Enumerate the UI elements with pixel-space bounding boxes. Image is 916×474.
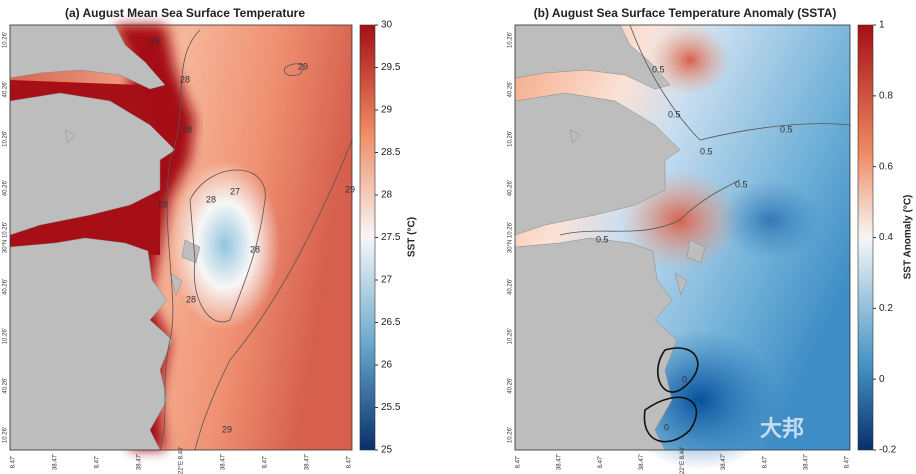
- contour-label: 28: [250, 244, 260, 254]
- y-tick-label: 40.26': [3, 81, 9, 97]
- colorbar-tick-label: 26: [381, 360, 393, 371]
- contour-label: 0: [664, 422, 669, 432]
- contour-label: 0.5: [700, 146, 713, 156]
- x-tick-label: 8.47': [11, 456, 17, 469]
- y-tick-label: 40.26': [508, 180, 514, 196]
- y-tick-label: 30°N 10.26': [508, 222, 514, 253]
- contour-label: 28: [182, 124, 192, 134]
- contour-label: 29: [345, 184, 355, 194]
- contour-label: 0.5: [780, 124, 793, 134]
- y-tick-label: 40.26': [3, 378, 9, 394]
- colorbar-tick-label: 0.8: [879, 90, 893, 101]
- colorbar-tick-label: 0.2: [879, 303, 893, 314]
- y-tick-label: 10.26': [508, 131, 514, 147]
- contour-label: 0.5: [596, 234, 609, 244]
- y-tick-label: 40.26': [3, 180, 9, 196]
- panel-title: (b) August Sea Surface Temperature Anoma…: [534, 6, 837, 20]
- y-tick-label: 40.26': [508, 279, 514, 295]
- colorbar-label: SST Anomaly (°C): [903, 195, 914, 280]
- panel-b-map: [514, 24, 851, 470]
- map-frame: [9, 24, 353, 451]
- contour-label: 0.5: [652, 64, 665, 74]
- colorbar-tick-label: 27: [381, 275, 393, 286]
- watermark: 大邦: [760, 416, 804, 441]
- colorbar-tick-label: 26.5: [381, 317, 401, 328]
- panel-title: (a) August Mean Sea Surface Temperature: [65, 6, 305, 20]
- colorbar-tick-label: 0.4: [879, 232, 893, 243]
- colorbar-tick-label: 29.5: [381, 62, 401, 73]
- colorbar-tick-label: 25.5: [381, 402, 401, 413]
- y-tick-label: 40.26': [3, 279, 9, 295]
- x-tick-label: 38.47': [557, 454, 563, 470]
- colorbar-tick-label: 28: [381, 190, 393, 201]
- colorbar-tick-label: 30: [381, 20, 393, 31]
- colorbar: [359, 24, 376, 451]
- contour-label: 28: [186, 294, 196, 304]
- contour-label: 28: [206, 194, 216, 204]
- colorbar-tick-label: 1: [879, 20, 885, 31]
- contour-label: 0.5: [735, 179, 748, 189]
- colorbar-tick-label: 28.5: [381, 147, 401, 158]
- colorbar-tick-label: 0: [879, 374, 885, 385]
- y-tick-label: 10.26': [508, 328, 514, 344]
- contour-label: 28: [158, 199, 168, 209]
- x-tick-label: 8.47': [762, 456, 768, 469]
- y-tick-label: 10.26': [508, 427, 514, 443]
- y-tick-label: 40.26': [508, 81, 514, 97]
- x-tick-label: 38.47': [639, 454, 645, 470]
- x-tick-label: 122°E 8.40': [179, 447, 185, 474]
- x-tick-label: 38.47': [721, 454, 727, 470]
- x-tick-label: 8.47': [347, 456, 353, 469]
- y-tick-label: 10.26': [508, 32, 514, 48]
- x-tick-label: 8.47': [95, 456, 101, 469]
- x-tick-label: 38.47': [305, 454, 311, 470]
- y-tick-label: 30°N 10.26': [3, 222, 9, 253]
- x-tick-label: 8.47': [598, 456, 604, 469]
- colorbar-tick-label: -0.2: [879, 445, 897, 456]
- x-tick-label: 38.47': [221, 454, 227, 470]
- y-tick-label: 40.26': [508, 378, 514, 394]
- x-tick-label: 122°E 8.40': [680, 447, 686, 474]
- x-tick-label: 8.47': [516, 456, 522, 469]
- y-tick-label: 10.26': [3, 427, 9, 443]
- x-tick-label: 8.47': [263, 456, 269, 469]
- colorbar: [857, 24, 874, 451]
- y-tick-label: 10.26': [3, 328, 9, 344]
- y-tick-label: 10.26': [3, 131, 9, 147]
- map-frame: [514, 24, 851, 451]
- x-tick-label: 8.47': [845, 456, 851, 469]
- colorbar-tick-label: 0.6: [879, 161, 893, 172]
- colorbar-tick-label: 27.5: [381, 232, 401, 243]
- y-tick-label: 10.26': [3, 32, 9, 48]
- colorbar-tick-label: 25: [381, 445, 393, 456]
- colorbar-tick-label: 29: [381, 105, 393, 116]
- contour-label: 27: [230, 186, 240, 196]
- contour-label: 0.5: [668, 109, 681, 119]
- x-tick-label: 38.47': [803, 454, 809, 470]
- colorbar-label: SST (°C): [407, 217, 418, 257]
- contour-label: 29: [222, 424, 232, 434]
- contour-label: 0: [682, 374, 687, 384]
- contour-label: 29: [298, 61, 308, 71]
- panel-a-map: [9, 24, 353, 451]
- x-tick-label: 38.47': [53, 454, 59, 470]
- contour-label: 28: [180, 74, 190, 84]
- contour-label: 29: [150, 36, 160, 46]
- x-tick-label: 38.47': [137, 454, 143, 470]
